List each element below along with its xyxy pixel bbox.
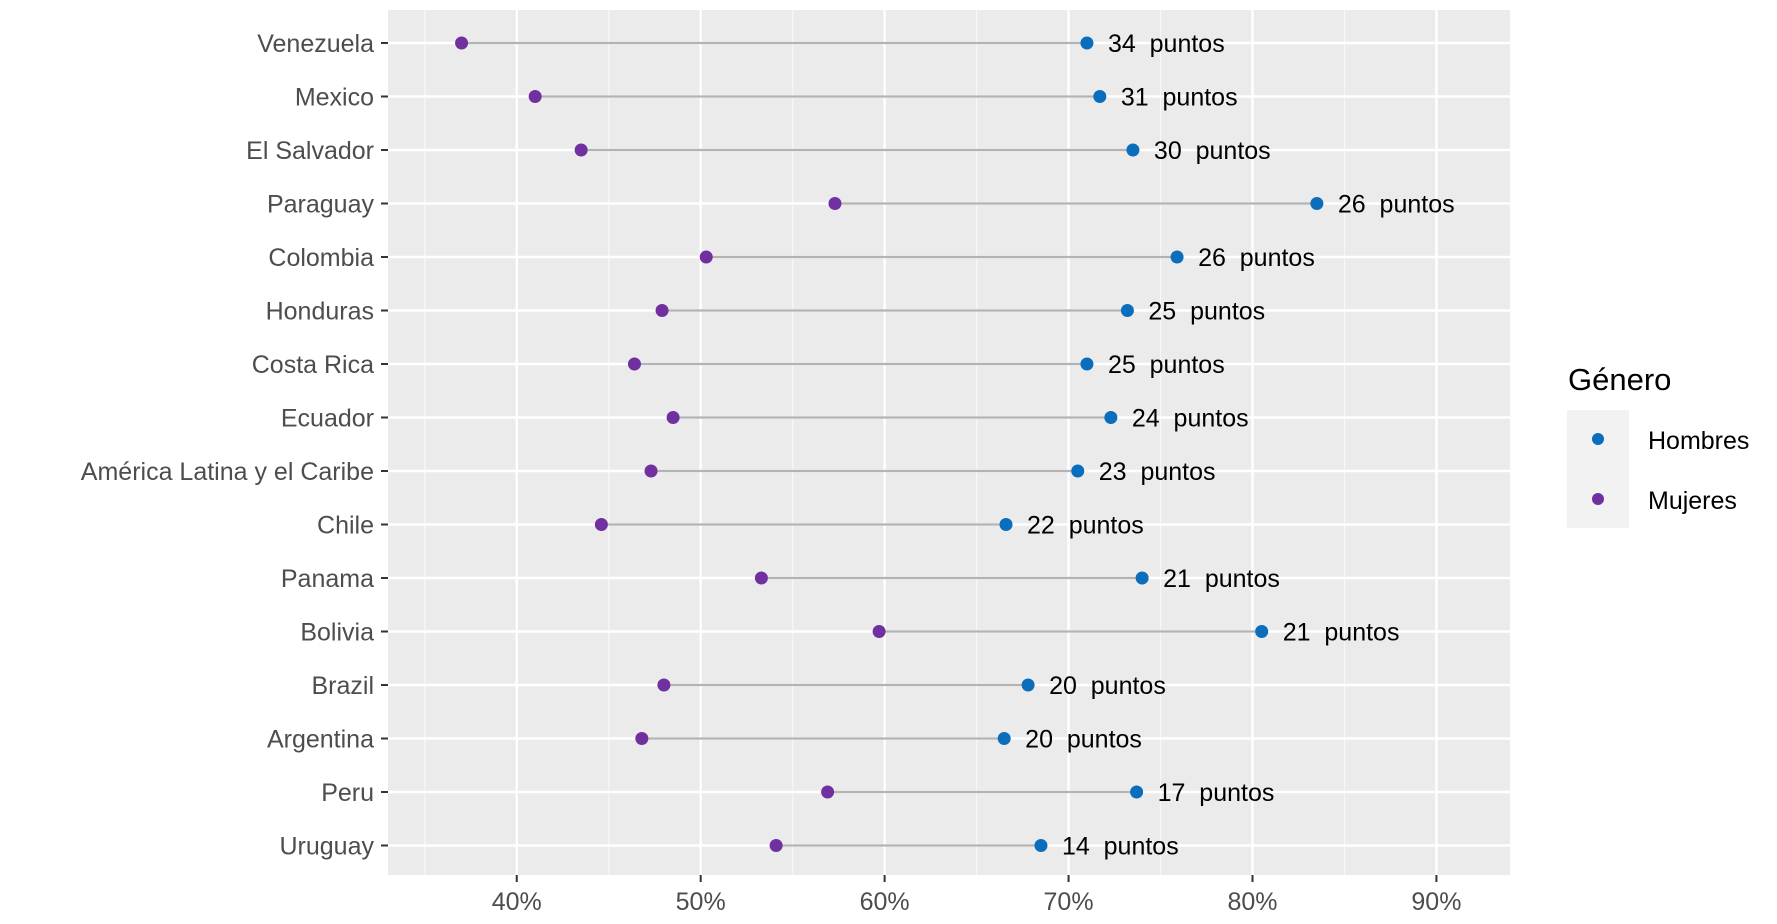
point-mujeres (574, 143, 588, 157)
point-hombres (1093, 90, 1107, 103)
x-tick-label: 70% (1044, 888, 1094, 916)
point-hombres (1255, 625, 1269, 638)
gap-label: 23 puntos (1099, 458, 1216, 486)
y-tick-label: Argentina (267, 726, 374, 754)
point-hombres (1080, 36, 1094, 50)
point-hombres (1120, 304, 1134, 317)
point-hombres (999, 518, 1013, 531)
point-hombres (1021, 678, 1035, 692)
y-tick-label: Panama (281, 565, 374, 593)
gap-label: 34 puntos (1108, 30, 1225, 58)
point-hombres (1034, 839, 1048, 852)
gap-label: 20 puntos (1049, 672, 1166, 700)
y-tick-label: Ecuador (281, 405, 374, 433)
point-mujeres (594, 518, 608, 531)
x-tick-label: 50% (676, 888, 726, 916)
gap-label: 22 puntos (1027, 512, 1144, 540)
y-tick-label: Honduras (266, 298, 374, 326)
y-tick-label: Brazil (311, 672, 374, 700)
point-mujeres (769, 839, 783, 852)
gap-label: 21 puntos (1283, 619, 1400, 647)
y-tick-label: Venezuela (257, 30, 374, 58)
point-hombres (1080, 357, 1094, 371)
gap-label: 20 puntos (1025, 726, 1142, 754)
legend-marker-mujeres (1592, 493, 1604, 505)
point-mujeres (627, 357, 641, 371)
x-tick-label: 60% (860, 888, 910, 916)
point-mujeres (635, 732, 649, 745)
point-hombres (1071, 464, 1085, 478)
gap-label: 26 puntos (1338, 191, 1455, 219)
gap-label: 30 puntos (1154, 137, 1271, 165)
gap-label: 14 puntos (1062, 833, 1179, 861)
point-hombres (1135, 571, 1149, 585)
point-hombres (1170, 250, 1184, 264)
connector-lines (461, 41, 1317, 847)
point-hombres (1310, 197, 1324, 210)
point-mujeres (657, 678, 671, 692)
y-tick-label: Uruguay (280, 833, 375, 861)
y-tick-label: Mexico (295, 84, 374, 112)
legend-marker-hombres (1592, 433, 1604, 445)
point-mujeres (655, 304, 669, 317)
gap-label: 25 puntos (1108, 351, 1225, 379)
point-mujeres (699, 250, 713, 264)
point-mujeres (528, 90, 542, 103)
plot-panel (388, 10, 1510, 875)
legend-title: Género (1568, 362, 1671, 397)
x-axis: 40% 50% 60% 70% 80% 90% (492, 875, 1461, 916)
gap-label: 26 puntos (1198, 244, 1315, 272)
point-hombres (1130, 785, 1144, 799)
point-mujeres (666, 411, 680, 424)
gap-label: 17 puntos (1158, 779, 1275, 807)
minor-gridlines (424, 10, 1346, 875)
point-mujeres (754, 571, 768, 585)
data-points (455, 36, 1324, 852)
gap-label: 24 puntos (1132, 405, 1249, 433)
gap-label: 31 puntos (1121, 84, 1238, 112)
point-mujeres (644, 464, 658, 478)
y-tick-label: América Latina y el Caribe (81, 458, 374, 486)
point-hombres (997, 732, 1011, 745)
y-tick-label: Bolivia (300, 619, 374, 647)
y-tick-label: Chile (317, 512, 374, 540)
y-tick-label: Costa Rica (252, 351, 374, 379)
y-tick-label: Peru (321, 779, 374, 807)
gap-labels: 34 puntos 31 puntos 30 puntos 26 puntos 26 p… (1025, 30, 1454, 861)
legend-label-hombres: Hombres (1648, 427, 1749, 455)
point-mujeres (821, 785, 835, 799)
legend-key-background (1567, 410, 1629, 528)
y-tick-label: El Salvador (246, 137, 374, 165)
y-tick-label: Colombia (268, 244, 374, 272)
point-mujeres (872, 625, 886, 638)
point-mujeres (828, 197, 842, 210)
point-mujeres (455, 36, 469, 50)
legend: Género Hombres Mujeres (1567, 362, 1749, 528)
x-tick-label: 40% (492, 888, 542, 916)
point-hombres (1104, 411, 1118, 424)
x-tick-label: 90% (1411, 888, 1461, 916)
y-axis: Venezuela Mexico El Salvador Paraguay Colomb… (81, 30, 388, 861)
point-hombres (1126, 143, 1140, 157)
gap-label: 21 puntos (1163, 565, 1280, 593)
gap-label: 25 puntos (1148, 298, 1265, 326)
legend-label-mujeres: Mujeres (1648, 487, 1737, 515)
y-tick-label: Paraguay (267, 191, 375, 219)
x-tick-label: 80% (1227, 888, 1277, 916)
